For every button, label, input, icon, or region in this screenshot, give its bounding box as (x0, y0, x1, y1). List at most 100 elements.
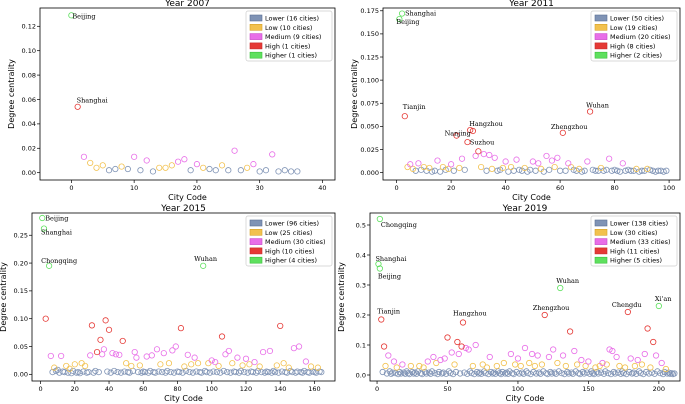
data-point-lower (551, 369, 558, 376)
legend-swatch (594, 247, 608, 255)
data-point-higher (375, 260, 382, 268)
data-point-lower (638, 167, 645, 174)
data-point-lower (155, 368, 162, 375)
y-tick-label: 0.04 (22, 120, 36, 128)
data-point-lower (149, 168, 157, 175)
data-point-lower (614, 167, 621, 174)
data-point-lower (532, 167, 539, 174)
x-tick-label: 20 (193, 184, 201, 192)
data-point-medium (535, 160, 542, 167)
data-point-low (314, 364, 321, 371)
city-annotation: Shanghai (77, 97, 108, 105)
data-point-medium (99, 351, 106, 358)
legend-box (590, 215, 678, 267)
data-point-lower (262, 167, 270, 174)
data-point-lower (397, 370, 405, 377)
data-point-lower (287, 168, 295, 175)
data-point-lower (483, 167, 490, 174)
data-point-low (537, 165, 545, 173)
x-tick-label: 120 (240, 385, 252, 393)
data-point-lower (509, 370, 516, 377)
data-point-lower (558, 370, 565, 377)
data-point-medium (613, 353, 620, 361)
data-point-low (123, 360, 130, 367)
data-point-medium (559, 352, 567, 359)
data-point-low (246, 361, 253, 368)
city-annotation: Tianjin (403, 103, 426, 111)
legend: Lower (50 cities)Low (19 cities)Medium (… (590, 10, 678, 62)
data-point-lower (210, 368, 217, 375)
y-tick-label: 0.175 (360, 7, 379, 15)
legend-swatch (594, 219, 608, 227)
data-point-lower (275, 369, 282, 376)
data-point-medium (242, 355, 250, 362)
y-tick-label: 0.2 (356, 311, 366, 319)
data-point-lower (237, 167, 244, 174)
x-tick-label: 140 (274, 385, 286, 393)
data-point-medium (652, 352, 660, 359)
legend-label: Medium (20 cities) (610, 33, 671, 41)
data-point-low (456, 164, 463, 172)
data-point-low (239, 362, 246, 369)
city-annotation: Shanghai (375, 255, 406, 263)
data-point-lower (220, 367, 227, 375)
data-point-low (500, 359, 507, 367)
data-point-low (78, 360, 85, 367)
data-point-high (378, 316, 385, 323)
data-point-medium (174, 158, 182, 165)
city-annotation: Shanghai (41, 229, 72, 237)
y-tick-label: 0.3 (356, 281, 366, 289)
chart-title: Year 2015 (160, 204, 206, 214)
data-point-higher (655, 302, 662, 310)
data-point-low (205, 360, 212, 367)
data-point-medium (550, 346, 557, 353)
data-point-lower (379, 368, 386, 376)
data-point-low (517, 362, 524, 370)
legend-label: Higher (5 cities) (610, 257, 662, 265)
y-tick-label: 0.12 (22, 23, 36, 31)
data-point-lower (524, 370, 531, 377)
data-point-low (551, 163, 558, 171)
legend-swatch (249, 42, 263, 50)
data-point-lower (668, 370, 675, 377)
data-point-lower (164, 367, 171, 375)
data-point-lower (663, 167, 670, 174)
y-tick-label: 0.10 (14, 315, 28, 323)
data-point-medium (87, 352, 94, 359)
data-point-high (93, 348, 101, 356)
data-point-lower (535, 369, 543, 376)
x-axis-label: City Code (164, 394, 203, 403)
legend-swatch (594, 229, 608, 236)
legend-swatch (249, 247, 263, 255)
data-point-lower (516, 166, 523, 173)
data-point-higher (376, 265, 383, 272)
city-annotation: Beijing (396, 18, 419, 26)
data-point-low (285, 364, 292, 371)
x-tick-label: 20 (447, 184, 455, 192)
data-point-lower (461, 166, 468, 173)
legend-label: Low (30 cities) (610, 229, 657, 237)
city-annotation: Hangzhou (469, 120, 503, 128)
data-point-medium (399, 361, 406, 368)
data-point-medium (578, 356, 585, 364)
data-point-lower (547, 368, 554, 376)
chart-title: Year 2019 (502, 204, 548, 214)
x-tick-label: 0 (38, 385, 42, 393)
legend-label: Medium (9 cities) (265, 33, 321, 41)
data-point-low (63, 362, 70, 370)
data-point-higher (557, 284, 564, 292)
data-point-low (633, 165, 640, 173)
legend-label: High (8 cities) (610, 42, 655, 50)
data-point-medium (131, 348, 138, 356)
data-point-lower (138, 369, 145, 376)
data-point-lower (630, 369, 637, 376)
data-point-lower (611, 166, 618, 173)
data-point-medium (465, 346, 472, 353)
city-annotation: Zhengzhou (533, 304, 570, 312)
chart-title: Year 2007 (164, 0, 210, 9)
data-point-medium (430, 353, 437, 361)
data-point-medium (153, 346, 161, 353)
data-point-lower (152, 369, 159, 376)
data-point-higher (396, 15, 403, 23)
data-point-medium (143, 353, 150, 360)
